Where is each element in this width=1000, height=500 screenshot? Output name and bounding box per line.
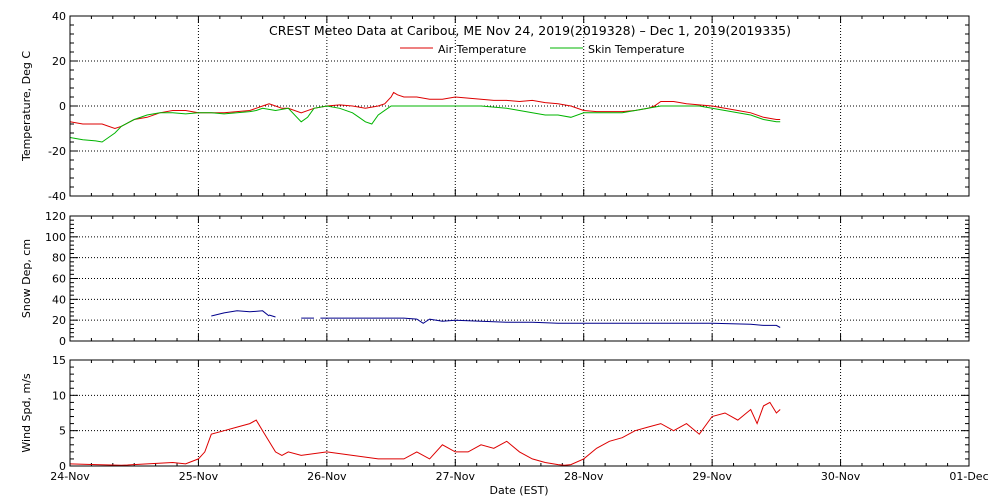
y-tick-label: 20 <box>52 55 66 68</box>
series-line-skin-temperature <box>69 105 781 143</box>
y-tick-label: 60 <box>52 273 66 286</box>
y-tick-label: 120 <box>45 210 66 223</box>
x-tick-label: 26-Nov <box>307 470 347 483</box>
panel-1: 0 20 40 60 80 100 120 Snow Dep, cm <box>20 210 970 348</box>
y-tick-label: 20 <box>52 314 66 327</box>
plot-frame <box>69 15 970 197</box>
x-tick-label: 24-Nov <box>50 470 90 483</box>
y-tick-label: 0 <box>59 100 66 113</box>
y-tick-label: 40 <box>52 293 66 306</box>
y-axis-label: Wind Spd, m/s <box>20 373 33 453</box>
series-line-panel2-0 <box>69 401 781 466</box>
legend-label: Air Temperature <box>438 43 527 56</box>
x-tick-label: 29-Nov <box>692 470 732 483</box>
y-tick-label: 10 <box>52 389 66 402</box>
y-tick-label: -20 <box>48 145 66 158</box>
series-line-panel1-3 <box>320 317 781 328</box>
x-tick-label: 01-Dec <box>949 470 988 483</box>
x-tick-label: 25-Nov <box>179 470 219 483</box>
y-axis-label: Snow Dep, cm <box>20 239 33 318</box>
y-tick-label: 5 <box>59 425 66 438</box>
series-line-air-temperature <box>69 91 781 130</box>
y-tick-label: 0 <box>59 460 66 473</box>
plot-frame <box>69 215 970 342</box>
x-tick-label: 28-Nov <box>564 470 604 483</box>
y-tick-label: 40 <box>52 10 66 23</box>
y-tick-label: 80 <box>52 252 66 265</box>
y-tick-label: 15 <box>52 354 66 367</box>
series-line-panel1-0 <box>211 310 270 317</box>
chart-title: CREST Meteo Data at Caribou, ME Nov 24, … <box>269 23 791 38</box>
x-tick-label: 30-Nov <box>821 470 861 483</box>
y-tick-label: -40 <box>48 190 66 203</box>
y-tick-label: 100 <box>45 231 66 244</box>
legend-label: Skin Temperature <box>588 43 685 56</box>
x-axis-label: Date (EST) <box>489 484 548 497</box>
panel-0: -40 -20 0 20 40 Temperature, Deg C <box>20 10 970 203</box>
x-tick-label: 27-Nov <box>436 470 476 483</box>
legend: Air Temperature Skin Temperature <box>400 43 685 56</box>
plot-frame <box>69 359 970 467</box>
y-tick-label: 0 <box>59 335 66 348</box>
series-line-panel1-1 <box>268 314 276 318</box>
panel-2: 0 5 10 15 Wind Spd, m/s <box>20 354 970 473</box>
y-axis-label: Temperature, Deg C <box>20 51 33 162</box>
